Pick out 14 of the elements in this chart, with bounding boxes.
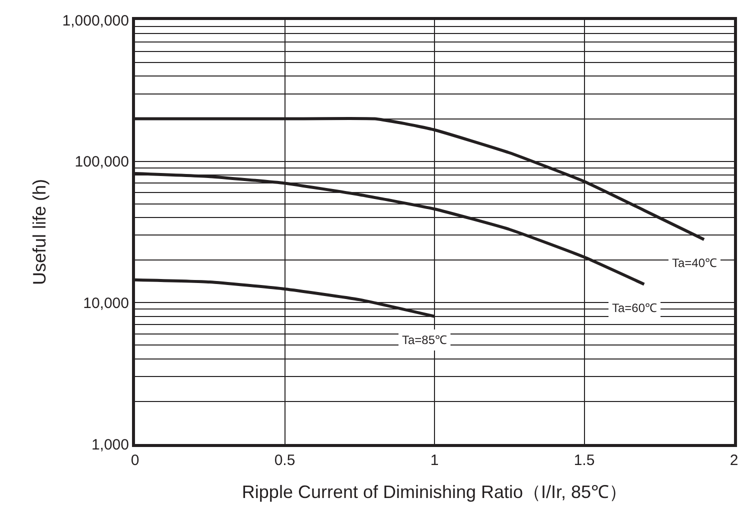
y-axis-title: Useful life (h) [29, 178, 50, 286]
y-tick-label: 1,000 [91, 436, 129, 454]
y-tick-label: 1,000,000 [62, 12, 129, 30]
series-label: Ta=85℃ [402, 333, 448, 347]
x-tick-label: 1.5 [574, 452, 595, 469]
y-tick-label: 100,000 [74, 154, 129, 171]
x-tick-label: 2 [730, 452, 738, 469]
x-axis-title: Ripple Current of Diminishing Ratio（I/Ir, 85℃） [242, 482, 628, 502]
series-label: Ta=60℃ [612, 301, 658, 315]
x-tick-label: 0 [130, 452, 140, 469]
y-tick-label: 10,000 [83, 294, 129, 312]
x-tick-label: 1 [430, 452, 439, 469]
x-tick-label: 0.5 [274, 452, 296, 469]
series-label: Ta=40℃ [672, 256, 718, 270]
